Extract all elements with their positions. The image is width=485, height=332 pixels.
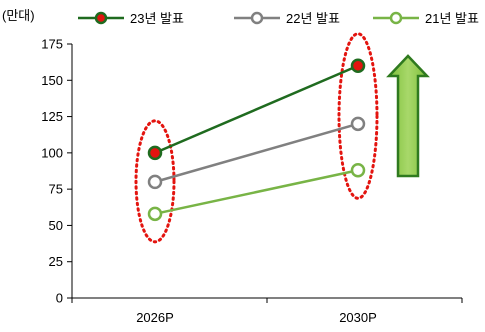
x-tick-label: 2026P bbox=[136, 310, 174, 325]
data-point bbox=[350, 163, 366, 178]
legend-label: 21년 발표 bbox=[425, 11, 479, 26]
y-tick-label: 25 bbox=[49, 254, 63, 269]
y-tick-label: 150 bbox=[41, 73, 63, 88]
legend-marker bbox=[389, 11, 403, 25]
highlight-ellipse bbox=[134, 119, 176, 244]
series-line bbox=[154, 64, 359, 155]
y-tick-label: 75 bbox=[49, 182, 63, 197]
series-line bbox=[154, 122, 359, 184]
series-line bbox=[154, 169, 359, 216]
data-point bbox=[350, 116, 366, 132]
data-point bbox=[147, 174, 163, 190]
data-point bbox=[147, 145, 163, 161]
series-group bbox=[147, 58, 366, 222]
legend-marker bbox=[94, 11, 108, 25]
unit-label: (만대) bbox=[2, 8, 35, 23]
trend-arrow bbox=[386, 54, 430, 178]
up-arrow-icon bbox=[386, 54, 430, 178]
x-tick-label: 2030P bbox=[339, 310, 377, 325]
highlight-ellipses bbox=[134, 32, 379, 244]
data-point bbox=[350, 58, 366, 74]
highlight-ellipse bbox=[337, 32, 379, 200]
y-tick-label: 175 bbox=[41, 37, 63, 52]
legend-marker bbox=[250, 11, 264, 25]
y-tick-label: 50 bbox=[49, 218, 63, 233]
legend-label: 23년 발표 bbox=[130, 11, 184, 26]
y-tick-label: 125 bbox=[41, 109, 63, 124]
y-tick-label: 100 bbox=[41, 145, 63, 160]
y-axis: 0 25 50 75 100 125 150 175 bbox=[41, 37, 73, 306]
x-axis: 2026P 2030P bbox=[71, 297, 463, 325]
data-point bbox=[147, 206, 163, 222]
y-tick-label: 0 bbox=[56, 291, 63, 306]
legend-label: 22년 발표 bbox=[286, 11, 340, 26]
legend: 23년 발표 22년 발표 21년 발표 bbox=[78, 11, 479, 26]
